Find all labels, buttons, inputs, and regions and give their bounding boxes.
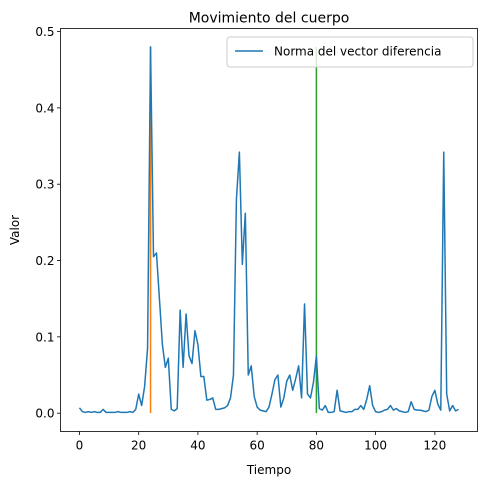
x-tick-label: 120 bbox=[423, 439, 446, 453]
series-line bbox=[78, 46, 459, 414]
legend-box bbox=[226, 36, 474, 68]
y-tick-label: 0.5 bbox=[35, 25, 54, 39]
axis-ticks: 0 20 40 60 80 100 120 0.0 0.1 0.2 0.3 0.4 0.5 bbox=[35, 25, 446, 452]
y-tick-label: 0.3 bbox=[35, 178, 54, 192]
plot-area bbox=[60, 28, 478, 432]
chart-title: Movimiento del cuerpo bbox=[189, 11, 350, 27]
x-tick-label: 80 bbox=[309, 439, 324, 453]
x-axis-title: Tiempo bbox=[246, 463, 291, 477]
x-tick-label: 60 bbox=[250, 439, 265, 453]
y-tick-label: 0.2 bbox=[35, 254, 54, 268]
x-tick-label: 40 bbox=[190, 439, 205, 453]
series-group bbox=[78, 46, 459, 414]
y-tick-label: 0.4 bbox=[35, 101, 54, 115]
legend: Norma del vector diferencia bbox=[226, 36, 474, 68]
y-tick-label: 0.1 bbox=[35, 330, 54, 344]
legend-label: Norma del vector diferencia bbox=[274, 45, 441, 59]
x-tick-label: 20 bbox=[131, 439, 146, 453]
y-axis-title: Valor bbox=[8, 215, 22, 245]
x-tick-label: 100 bbox=[364, 439, 387, 453]
y-tick-label: 0.0 bbox=[35, 407, 54, 421]
x-tick-label: 0 bbox=[76, 439, 84, 453]
